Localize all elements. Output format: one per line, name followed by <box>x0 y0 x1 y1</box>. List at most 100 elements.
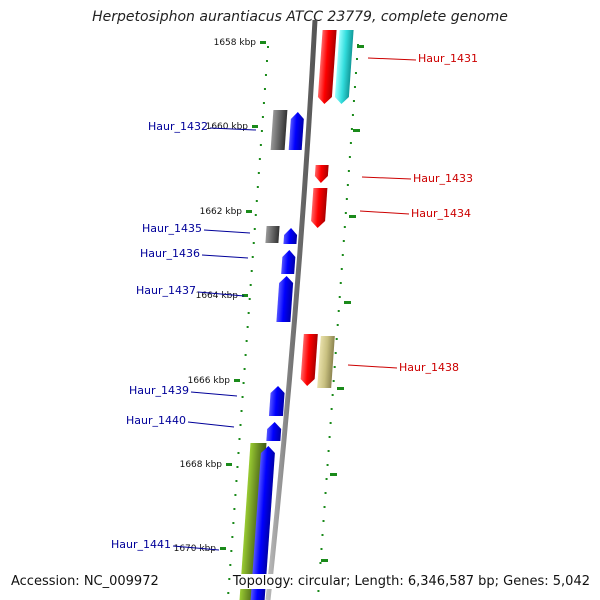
scale-dot <box>227 592 230 594</box>
gene-label[interactable]: Haur_1437 <box>136 284 196 297</box>
gene-labels: Haur_1431 Haur_1432 Haur_1433 Haur_1434 Haur… <box>111 52 478 551</box>
scale-dot <box>324 492 327 494</box>
gene-label[interactable]: Haur_1435 <box>142 222 202 235</box>
scale-tick <box>353 129 360 132</box>
scale-dot <box>325 478 328 480</box>
scale-dot <box>349 142 352 144</box>
map-title: Herpetosiphon aurantiacus ATCC 23779, co… <box>92 9 508 25</box>
scale-dot <box>322 520 325 522</box>
gene-bar[interactable] <box>288 112 305 150</box>
gene-label[interactable]: Haur_1441 <box>111 538 171 551</box>
scale-dot <box>335 338 338 340</box>
scale-dot <box>245 340 248 342</box>
scale-dot <box>264 74 267 76</box>
scale-dot <box>238 438 241 440</box>
scale-tick-label: 1668 kbp <box>180 460 223 470</box>
gene-bar[interactable] <box>314 165 329 183</box>
scale-tick <box>344 301 351 304</box>
scale-dot <box>260 130 263 132</box>
label-leader-line <box>209 127 257 131</box>
scale-dot <box>258 158 261 160</box>
scale-dot <box>255 200 258 202</box>
gene-label[interactable]: Haur_1432 <box>148 120 208 133</box>
gene-features <box>239 30 354 600</box>
gene-bar[interactable] <box>311 188 328 228</box>
scale-dot <box>232 522 235 524</box>
scale-dot <box>236 466 239 468</box>
scale-tick <box>242 294 248 297</box>
scale-dot <box>250 270 253 272</box>
label-leader-line <box>361 176 412 180</box>
scale-dot <box>251 256 254 258</box>
scale-dot <box>350 128 353 130</box>
scale-tick <box>357 45 364 48</box>
scale-dot <box>342 240 345 242</box>
gene-label[interactable]: Haur_1431 <box>418 52 478 65</box>
scale-dot <box>351 114 354 116</box>
gene-bar[interactable] <box>266 422 282 441</box>
label-leader-line <box>359 210 410 215</box>
label-leader-line <box>347 364 398 369</box>
scale-dot <box>328 436 331 438</box>
scale-dot <box>345 198 348 200</box>
scale-dot <box>339 282 342 284</box>
label-leader-line <box>172 545 220 551</box>
gene-bar[interactable] <box>334 30 354 104</box>
gene-label[interactable]: Haur_1433 <box>413 172 473 185</box>
gene-bar[interactable] <box>317 336 335 388</box>
scale-tick-label: 1666 kbp <box>188 376 231 386</box>
topology-summary: Topology: circular; Length: 6,346,587 bp… <box>230 574 592 589</box>
gene-label[interactable]: Haur_1436 <box>140 247 200 260</box>
scale-dot <box>242 382 245 384</box>
gene-bar[interactable] <box>268 386 285 416</box>
scale-dot <box>237 452 240 454</box>
scale-dot <box>343 226 346 228</box>
gene-bar[interactable] <box>300 334 318 386</box>
scale-dot <box>347 170 350 172</box>
scale-dot <box>319 562 322 564</box>
gene-bar[interactable] <box>281 250 296 274</box>
scale-dot <box>321 534 324 536</box>
scale-dot <box>332 380 335 382</box>
label-leader-line <box>190 391 238 397</box>
label-leader-line <box>197 291 245 297</box>
scale-tick <box>246 210 252 213</box>
scale-dot <box>240 410 243 412</box>
scale-dot <box>231 536 234 538</box>
scale-dot <box>252 242 255 244</box>
scale-dot <box>346 184 349 186</box>
gene-label[interactable]: Haur_1439 <box>129 384 189 397</box>
gene-bar[interactable] <box>283 228 298 244</box>
gene-bar[interactable] <box>270 110 288 150</box>
gene-bar[interactable] <box>250 446 276 600</box>
gene-label[interactable]: Haur_1440 <box>126 414 186 427</box>
gene-bar[interactable] <box>317 30 337 104</box>
scale-dot <box>246 326 249 328</box>
scale-dot <box>333 366 336 368</box>
scale-tick-label: 1660 kbp <box>206 122 249 132</box>
scale-dot <box>265 60 268 62</box>
scale-dot <box>230 550 233 552</box>
scale-tick <box>330 473 337 476</box>
gene-label[interactable]: Haur_1438 <box>399 361 459 374</box>
scale-tick <box>260 41 266 44</box>
scale-dot <box>253 228 256 230</box>
scale-dot <box>263 88 266 90</box>
scale-dot <box>234 494 237 496</box>
scale-dot <box>330 408 333 410</box>
gene-bar[interactable] <box>276 276 294 322</box>
scale-tick <box>220 547 226 550</box>
scale-dot <box>257 172 260 174</box>
scale-dot <box>344 212 347 214</box>
scale-tick-label: 1670 kbp <box>174 544 217 554</box>
scale-dot <box>352 100 355 102</box>
gene-label[interactable]: Haur_1434 <box>411 207 471 220</box>
scale-dot <box>229 564 232 566</box>
scale-tick <box>252 125 258 128</box>
scale-dot <box>244 354 247 356</box>
label-leader-line <box>201 254 249 259</box>
gene-bar[interactable] <box>265 226 280 243</box>
scale-dot <box>254 214 257 216</box>
